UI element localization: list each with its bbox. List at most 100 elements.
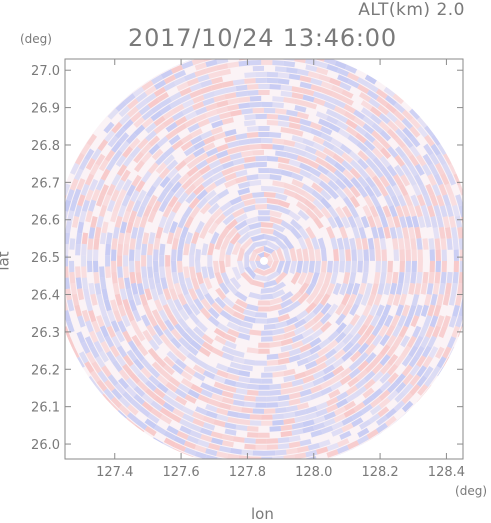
radar-cell (163, 288, 172, 301)
radar-cell (211, 76, 224, 85)
radar-cell (405, 249, 411, 261)
radar-cell (207, 195, 220, 207)
radar-cell (213, 463, 225, 470)
radar-cell (159, 243, 166, 256)
radar-cell (376, 95, 388, 107)
radar-cell (122, 298, 131, 312)
radar-cell (58, 277, 64, 289)
radar-cell (333, 105, 347, 116)
radar-cell (249, 137, 262, 144)
radar-cell (133, 116, 145, 128)
radar-cell (166, 167, 179, 180)
radar-cell (133, 124, 146, 136)
radar-cell (438, 226, 446, 239)
radar-cell (442, 163, 452, 176)
radar-cell (219, 68, 231, 76)
radar-cell (75, 152, 85, 165)
radar-cell (432, 184, 441, 197)
radar-cell (203, 460, 215, 468)
radar-cell (269, 341, 282, 348)
radar-cell (315, 355, 328, 365)
radar-cell (266, 240, 281, 251)
radar-cell (253, 267, 264, 276)
radar-cell (213, 94, 226, 103)
radar-cell (95, 178, 105, 191)
radar-cell (291, 422, 304, 430)
radar-cell (145, 122, 157, 134)
radar-cell (135, 180, 146, 193)
radar-cell (379, 271, 387, 284)
radar-cell (404, 271, 411, 284)
radar-cell (360, 215, 370, 229)
radar-cell (266, 260, 273, 268)
radar-cell (225, 242, 235, 256)
radar-cell (333, 349, 346, 360)
radar-cell (166, 350, 179, 363)
radar-cell (382, 205, 392, 218)
radar-cell (118, 105, 131, 118)
radar-cell (365, 176, 376, 189)
radar-cell (118, 232, 125, 245)
radar-cell (459, 249, 463, 261)
radar-cell (386, 381, 399, 394)
radar-cell (377, 314, 387, 327)
radar-cell (408, 345, 419, 358)
radar-cell (141, 170, 152, 183)
radar-cell (315, 111, 329, 120)
radar-cell (350, 177, 362, 189)
radar-cell (416, 194, 426, 207)
radar-cell (357, 185, 368, 198)
radar-cell (384, 314, 394, 328)
radar-cell (117, 255, 123, 267)
radar-cell (272, 60, 284, 66)
radar-cell (232, 393, 245, 401)
radar-cell (399, 293, 407, 306)
radar-cell (51, 272, 57, 284)
radar-cell (304, 152, 318, 162)
radar-cell (75, 266, 81, 278)
radar-cell (452, 204, 460, 217)
radar-cell (141, 151, 153, 164)
radar-cell (126, 98, 139, 110)
radar-cell (122, 391, 134, 403)
radar-cell (199, 226, 209, 239)
radar-cell (175, 116, 188, 127)
radar-cell (229, 232, 241, 245)
radar-cell (465, 305, 473, 317)
radar-cell (303, 52, 315, 59)
radar-cell (305, 208, 317, 220)
radar-cell (147, 243, 154, 256)
radar-cell (428, 272, 435, 284)
radar-cell (324, 59, 337, 66)
radar-cell (232, 436, 245, 443)
radar-cell (288, 73, 301, 81)
radar-cell (414, 226, 422, 239)
radar-cell (361, 237, 369, 250)
radar-cell (134, 349, 145, 362)
radar-cell (201, 266, 209, 279)
radar-cell (180, 283, 189, 296)
radar-cell (299, 118, 312, 127)
radar-cell (304, 237, 314, 250)
radar-cell (266, 254, 273, 261)
radar-cell (96, 293, 104, 306)
radar-cell (115, 155, 127, 167)
radar-cell (123, 255, 129, 267)
radar-cell (137, 226, 145, 239)
radar-cell (440, 271, 447, 284)
radar-cell (141, 438, 154, 449)
radar-cell (326, 226, 336, 239)
radar-cell (162, 394, 175, 405)
radar-cell (234, 175, 248, 184)
radar-cell (182, 413, 195, 423)
radar-cell (472, 261, 477, 272)
radar-cell (246, 383, 259, 390)
radar-cell (286, 448, 298, 455)
radar-cell (106, 309, 116, 322)
radar-cell (361, 271, 369, 284)
radar-cell (118, 132, 130, 144)
radar-cell (214, 335, 227, 345)
radar-cell (354, 293, 364, 306)
radar-cell (472, 250, 477, 261)
radar-cell (112, 282, 120, 295)
